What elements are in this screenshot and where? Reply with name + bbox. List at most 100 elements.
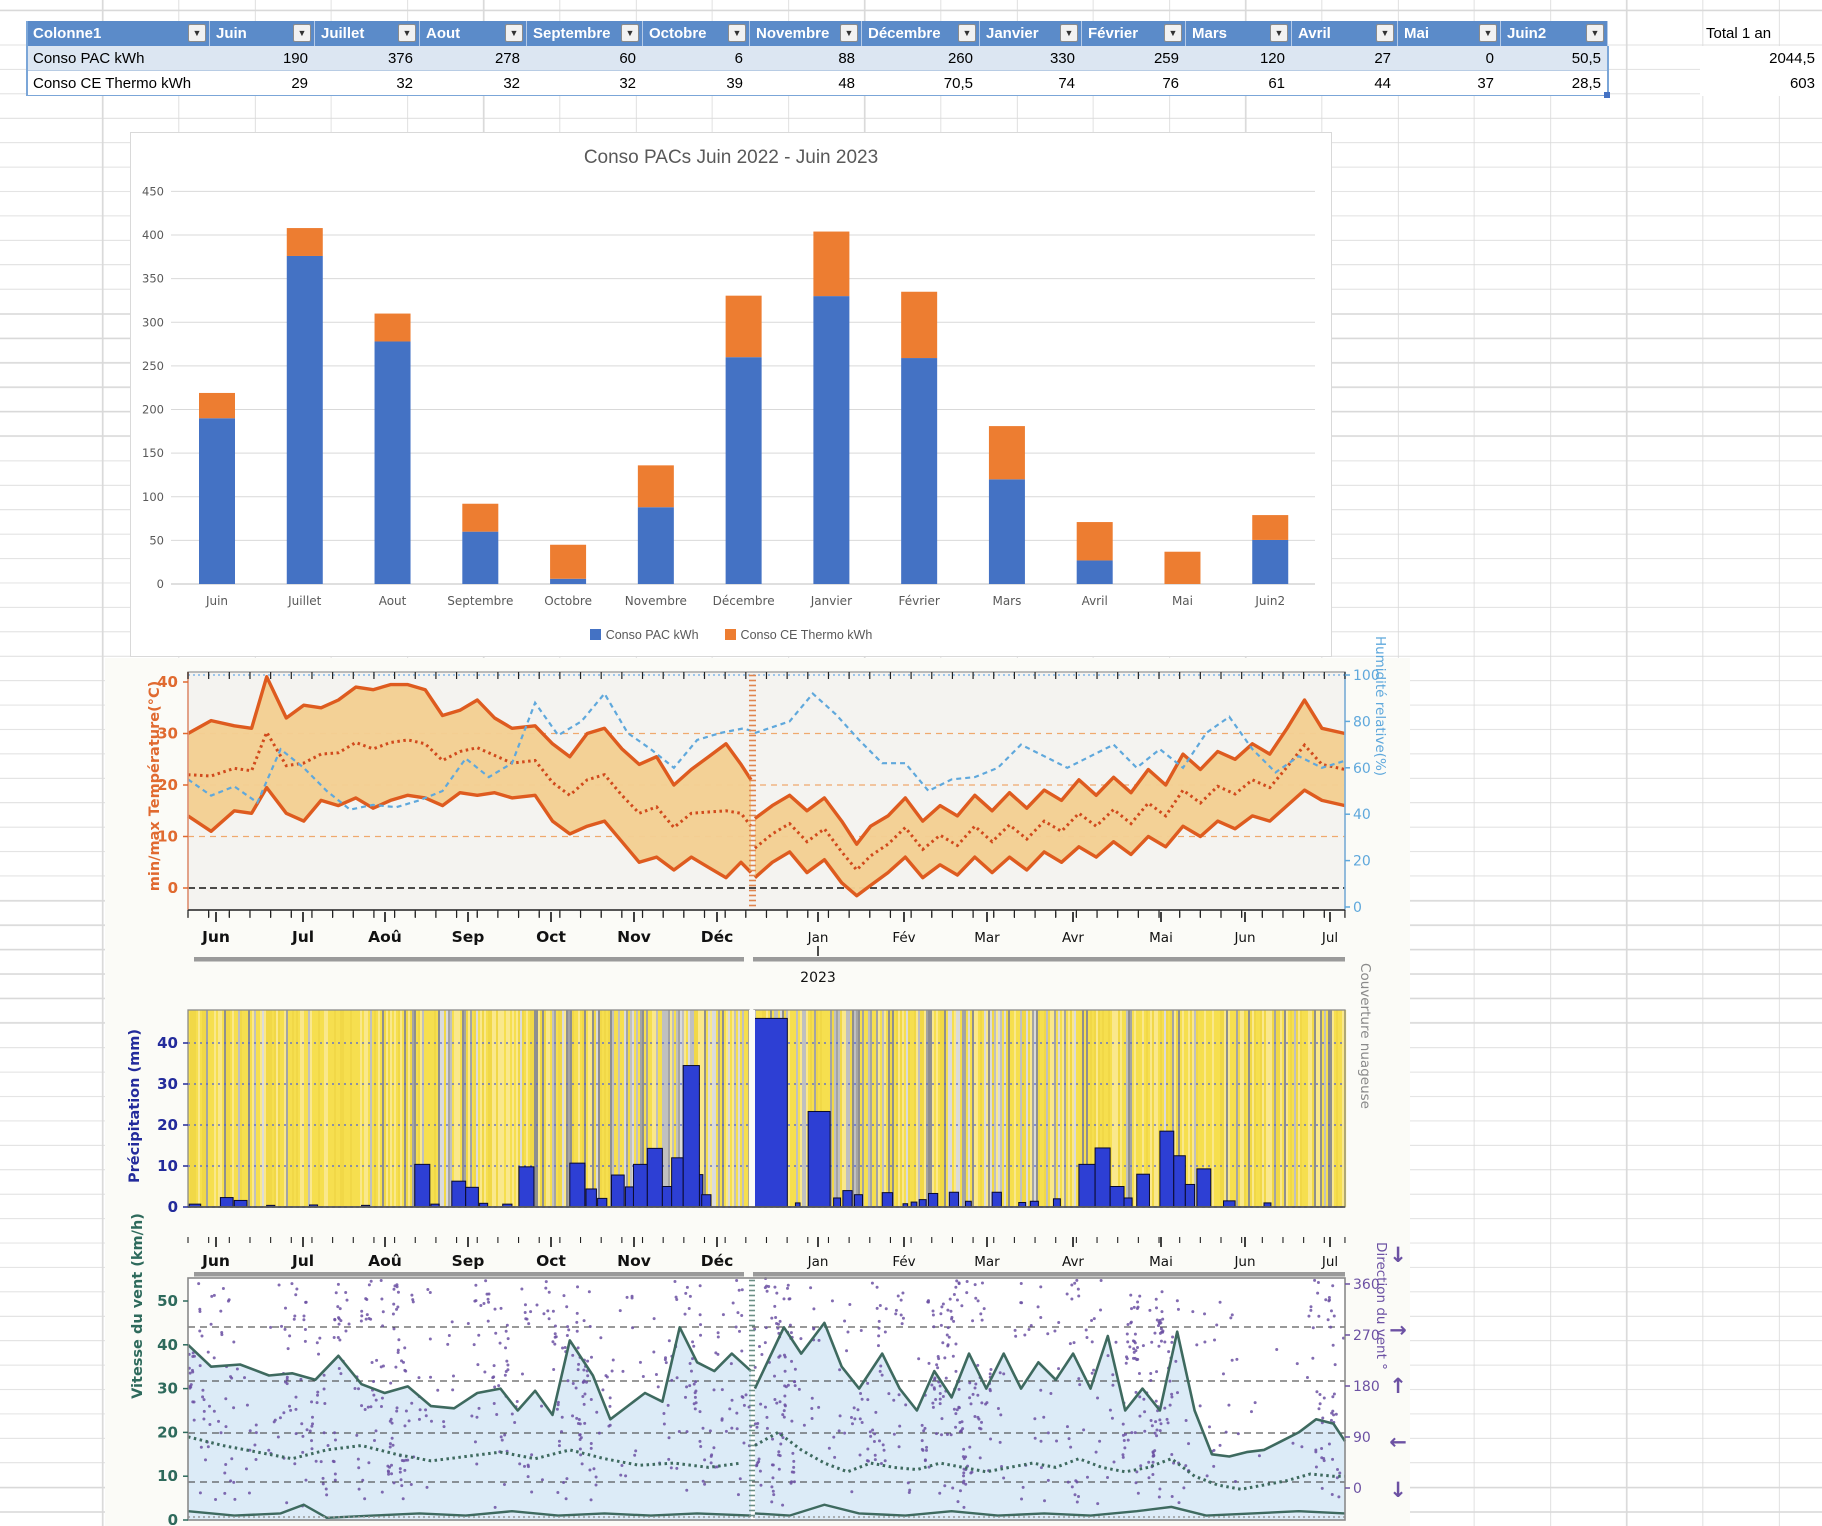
precip-y-tick: 40 — [157, 1034, 178, 1052]
filter-button-Avril[interactable]: ▼ — [1376, 24, 1394, 42]
table-cell-total[interactable]: 603 — [1700, 71, 1822, 96]
filter-button-Janvier[interactable]: ▼ — [1060, 24, 1078, 42]
table-cell[interactable]: 29 — [210, 71, 315, 96]
bar-y-tick: 50 — [149, 533, 164, 547]
table-cell[interactable]: 190 — [210, 46, 315, 71]
precip-bar — [671, 1157, 684, 1208]
table-cell[interactable]: 50,5 — [1501, 46, 1608, 71]
wind-direction-arrow-icon: ↑ — [1389, 1374, 1407, 1398]
month-label: Jun — [1233, 1254, 1255, 1270]
month-label: Aoû — [368, 1252, 402, 1270]
table-cell[interactable]: 120 — [1186, 46, 1292, 71]
table-cell[interactable]: 44 — [1292, 71, 1398, 96]
bar-thermo-Mars — [988, 426, 1025, 480]
month-label: Sep — [452, 1252, 485, 1270]
precip-bar — [927, 1192, 939, 1208]
month-label: Jun — [1233, 930, 1255, 946]
table-cell[interactable]: 61 — [1186, 71, 1292, 96]
temp-y-tick: 40 — [157, 673, 178, 691]
filter-button-Mai[interactable]: ▼ — [1479, 24, 1497, 42]
table-cell[interactable]: Conso PAC kWh — [27, 46, 210, 71]
table-cell[interactable]: 278 — [420, 46, 527, 71]
wind-direction-arrow-icon: ↓ — [1389, 1478, 1407, 1502]
table-cell[interactable]: 70,5 — [862, 71, 980, 96]
bar-y-tick: 400 — [142, 228, 164, 242]
table-cell[interactable]: 6 — [643, 46, 750, 71]
temp-y-tick: 10 — [157, 828, 178, 846]
wind-min-line — [754, 1503, 1346, 1517]
table-cell[interactable]: 32 — [420, 71, 527, 96]
precip-bar — [701, 1194, 712, 1208]
month-label: Jul — [291, 928, 314, 946]
precip-bar — [881, 1192, 894, 1208]
humidity-y-tick: 20 — [1353, 854, 1371, 870]
precip-bar — [451, 1180, 467, 1208]
bar-thermo-Octobre — [550, 544, 587, 579]
table-cell[interactable]: Conso CE Thermo kWh — [27, 71, 210, 96]
bar-thermo-Aout — [374, 313, 411, 342]
precip-bar — [842, 1190, 853, 1208]
table-cell[interactable]: 330 — [980, 46, 1082, 71]
bar-x-label: Octobre — [544, 594, 592, 608]
wind-direction-arrow-icon: ← — [1389, 1430, 1407, 1454]
wind-mean-line — [754, 1430, 1345, 1491]
bar-thermo-Janvier — [813, 231, 850, 297]
table-cell[interactable]: 27 — [1292, 46, 1398, 71]
bar-thermo-Juin — [199, 392, 235, 419]
filter-button-Juillet[interactable]: ▼ — [398, 24, 416, 42]
filter-button-Juin[interactable]: ▼ — [293, 24, 311, 42]
precip-bar — [1159, 1130, 1175, 1208]
precip-bar — [1196, 1168, 1212, 1208]
filter-arrow-icon: ▼ — [1064, 27, 1074, 38]
fill-handle[interactable] — [1604, 92, 1610, 98]
filter-button-Octobre[interactable]: ▼ — [728, 24, 746, 42]
bar-chart-object[interactable]: 0 50 100 150 200 250 300 350 400 450 Juin Juillet Ao… — [130, 132, 1332, 657]
table-cell[interactable]: 32 — [315, 71, 420, 96]
bar-x-label: Mai — [1172, 594, 1193, 608]
table-cell[interactable]: 39 — [643, 71, 750, 96]
filter-button-Aout[interactable]: ▼ — [505, 24, 523, 42]
precip-axis-title: Précipitation (mm) — [127, 1029, 143, 1183]
filter-button-Juin2[interactable]: ▼ — [1586, 24, 1604, 42]
bar-x-label: Novembre — [625, 594, 687, 608]
month-label: Déc — [701, 928, 734, 946]
filter-arrow-icon: ▼ — [844, 27, 854, 38]
table-cell[interactable]: 37 — [1398, 71, 1501, 96]
bar-y-tick: 300 — [142, 315, 164, 329]
filter-button-Colonne1[interactable]: ▼ — [188, 24, 206, 42]
table-cell[interactable]: 88 — [750, 46, 862, 71]
filter-arrow-icon: ▼ — [732, 27, 742, 38]
legend-swatch-blue — [589, 629, 601, 640]
filter-button-Décembre[interactable]: ▼ — [958, 24, 976, 42]
bar-pac-Mars — [988, 479, 1025, 584]
month-label: Déc — [701, 1252, 734, 1270]
precip-bar — [585, 1188, 597, 1208]
filter-button-Novembre[interactable]: ▼ — [840, 24, 858, 42]
filter-button-Mars[interactable]: ▼ — [1270, 24, 1288, 42]
filter-button-Septembre[interactable]: ▼ — [621, 24, 639, 42]
bar-thermo-Mai — [1164, 551, 1201, 584]
bar-pac-Juin — [199, 418, 235, 584]
legend-swatch-orange — [724, 629, 736, 640]
table-cell[interactable]: 0 — [1398, 46, 1501, 71]
wind-y-tick: 50 — [157, 1292, 178, 1310]
precip-bar — [219, 1197, 234, 1208]
filter-arrow-icon: ▼ — [509, 27, 519, 38]
table-cell[interactable]: 74 — [980, 71, 1082, 96]
wind-max-line — [753, 1321, 1347, 1458]
table-cell-total[interactable]: 2044,5 — [1700, 46, 1822, 71]
table-cell[interactable]: 76 — [1082, 71, 1186, 96]
table-cell[interactable]: 259 — [1082, 46, 1186, 71]
filter-button-Février[interactable]: ▼ — [1164, 24, 1182, 42]
filter-arrow-icon: ▼ — [192, 27, 202, 38]
temp-max-line — [187, 675, 753, 787]
table-cell[interactable]: 260 — [862, 46, 980, 71]
table-cell[interactable]: 60 — [527, 46, 643, 71]
table-cell[interactable]: 28,5 — [1501, 71, 1608, 96]
month-label: Mai — [1149, 1254, 1173, 1270]
table-cell[interactable]: 376 — [315, 46, 420, 71]
wind-y-tick: 30 — [157, 1380, 178, 1398]
table-cell[interactable]: 32 — [527, 71, 643, 96]
table-cell[interactable]: 48 — [750, 71, 862, 96]
bar-pac-Juillet — [286, 255, 323, 584]
